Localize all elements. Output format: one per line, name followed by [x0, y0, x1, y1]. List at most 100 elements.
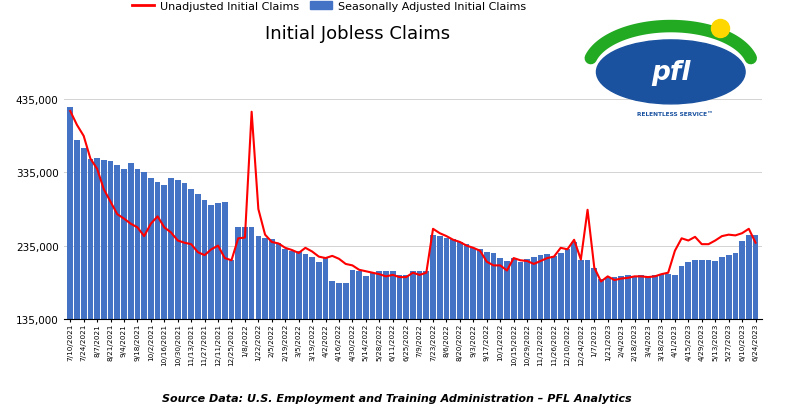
Bar — [733, 253, 738, 409]
Bar — [518, 262, 523, 409]
Bar — [87, 159, 93, 409]
Bar — [330, 282, 335, 409]
Bar — [538, 256, 543, 409]
Bar — [679, 267, 684, 409]
Bar — [357, 272, 362, 409]
Bar — [155, 182, 160, 409]
Bar — [269, 239, 275, 409]
Bar — [121, 169, 127, 409]
Bar — [739, 241, 745, 409]
Bar — [363, 276, 368, 409]
Bar — [349, 270, 355, 409]
Text: Initial Jobless Claims: Initial Jobless Claims — [264, 25, 450, 43]
Bar — [141, 173, 147, 409]
Bar — [67, 108, 73, 409]
Bar — [658, 274, 665, 409]
Bar — [685, 263, 692, 409]
Bar — [195, 195, 201, 409]
Bar — [504, 261, 510, 409]
Bar — [565, 249, 570, 409]
Bar — [746, 236, 752, 409]
Bar — [558, 253, 564, 409]
Bar — [619, 276, 624, 409]
Bar — [229, 261, 234, 409]
Bar — [632, 276, 638, 409]
Bar — [712, 261, 718, 409]
Bar — [699, 261, 704, 409]
Text: RELENTLESS SERVICE™: RELENTLESS SERVICE™ — [637, 112, 713, 117]
Bar — [249, 228, 255, 409]
Bar — [417, 272, 422, 409]
Text: pfl: pfl — [651, 60, 691, 86]
Bar — [283, 249, 288, 409]
Bar — [256, 236, 261, 409]
Bar — [322, 258, 329, 409]
Bar — [182, 184, 187, 409]
Bar — [430, 236, 436, 409]
Bar — [209, 206, 214, 409]
Bar — [390, 272, 395, 409]
Bar — [598, 279, 604, 409]
Bar — [276, 244, 281, 409]
Ellipse shape — [596, 41, 745, 105]
Bar — [719, 257, 725, 409]
Bar — [524, 259, 530, 409]
Bar — [592, 269, 597, 409]
Bar — [168, 178, 174, 409]
Text: Source Data: U.S. Employment and Training Administration – PFL Analytics: Source Data: U.S. Employment and Trainin… — [162, 393, 632, 403]
Bar — [343, 283, 349, 409]
Bar — [403, 275, 409, 409]
Bar — [74, 140, 80, 409]
Bar — [161, 185, 168, 409]
Bar — [551, 256, 557, 409]
Bar — [222, 202, 228, 409]
Bar — [108, 162, 114, 409]
Bar — [471, 248, 476, 409]
Bar — [235, 228, 241, 409]
Bar — [336, 283, 342, 409]
Bar — [370, 273, 376, 409]
Bar — [215, 204, 221, 409]
Bar — [202, 200, 207, 409]
Bar — [94, 158, 100, 409]
Bar — [188, 189, 194, 409]
Bar — [511, 258, 517, 409]
Bar — [531, 257, 537, 409]
Bar — [753, 236, 758, 409]
Bar — [81, 149, 87, 409]
Bar — [423, 272, 430, 409]
Bar — [450, 239, 456, 409]
Bar — [611, 277, 617, 409]
Bar — [410, 272, 416, 409]
Bar — [652, 275, 657, 409]
Bar — [128, 164, 133, 409]
Bar — [457, 243, 463, 409]
Bar — [584, 261, 591, 409]
Legend: Unadjusted Initial Claims, Seasonally Adjusted Initial Claims: Unadjusted Initial Claims, Seasonally Ad… — [128, 0, 530, 16]
Bar — [571, 243, 577, 409]
Bar — [376, 272, 382, 409]
Bar — [437, 236, 442, 409]
Bar — [605, 277, 611, 409]
Bar — [444, 239, 449, 409]
Bar — [101, 161, 106, 409]
Bar — [384, 272, 389, 409]
Bar — [672, 275, 678, 409]
Bar — [114, 166, 120, 409]
Bar — [289, 251, 295, 409]
Bar — [726, 256, 731, 409]
Bar — [316, 263, 322, 409]
Bar — [242, 228, 248, 409]
Bar — [665, 274, 671, 409]
Bar — [148, 178, 154, 409]
Bar — [464, 245, 469, 409]
Bar — [303, 254, 308, 409]
Bar — [638, 275, 644, 409]
Bar — [646, 276, 651, 409]
Bar — [491, 253, 496, 409]
Bar — [309, 257, 315, 409]
Bar — [175, 180, 180, 409]
Bar — [262, 238, 268, 409]
Bar — [396, 275, 403, 409]
Bar — [477, 249, 483, 409]
